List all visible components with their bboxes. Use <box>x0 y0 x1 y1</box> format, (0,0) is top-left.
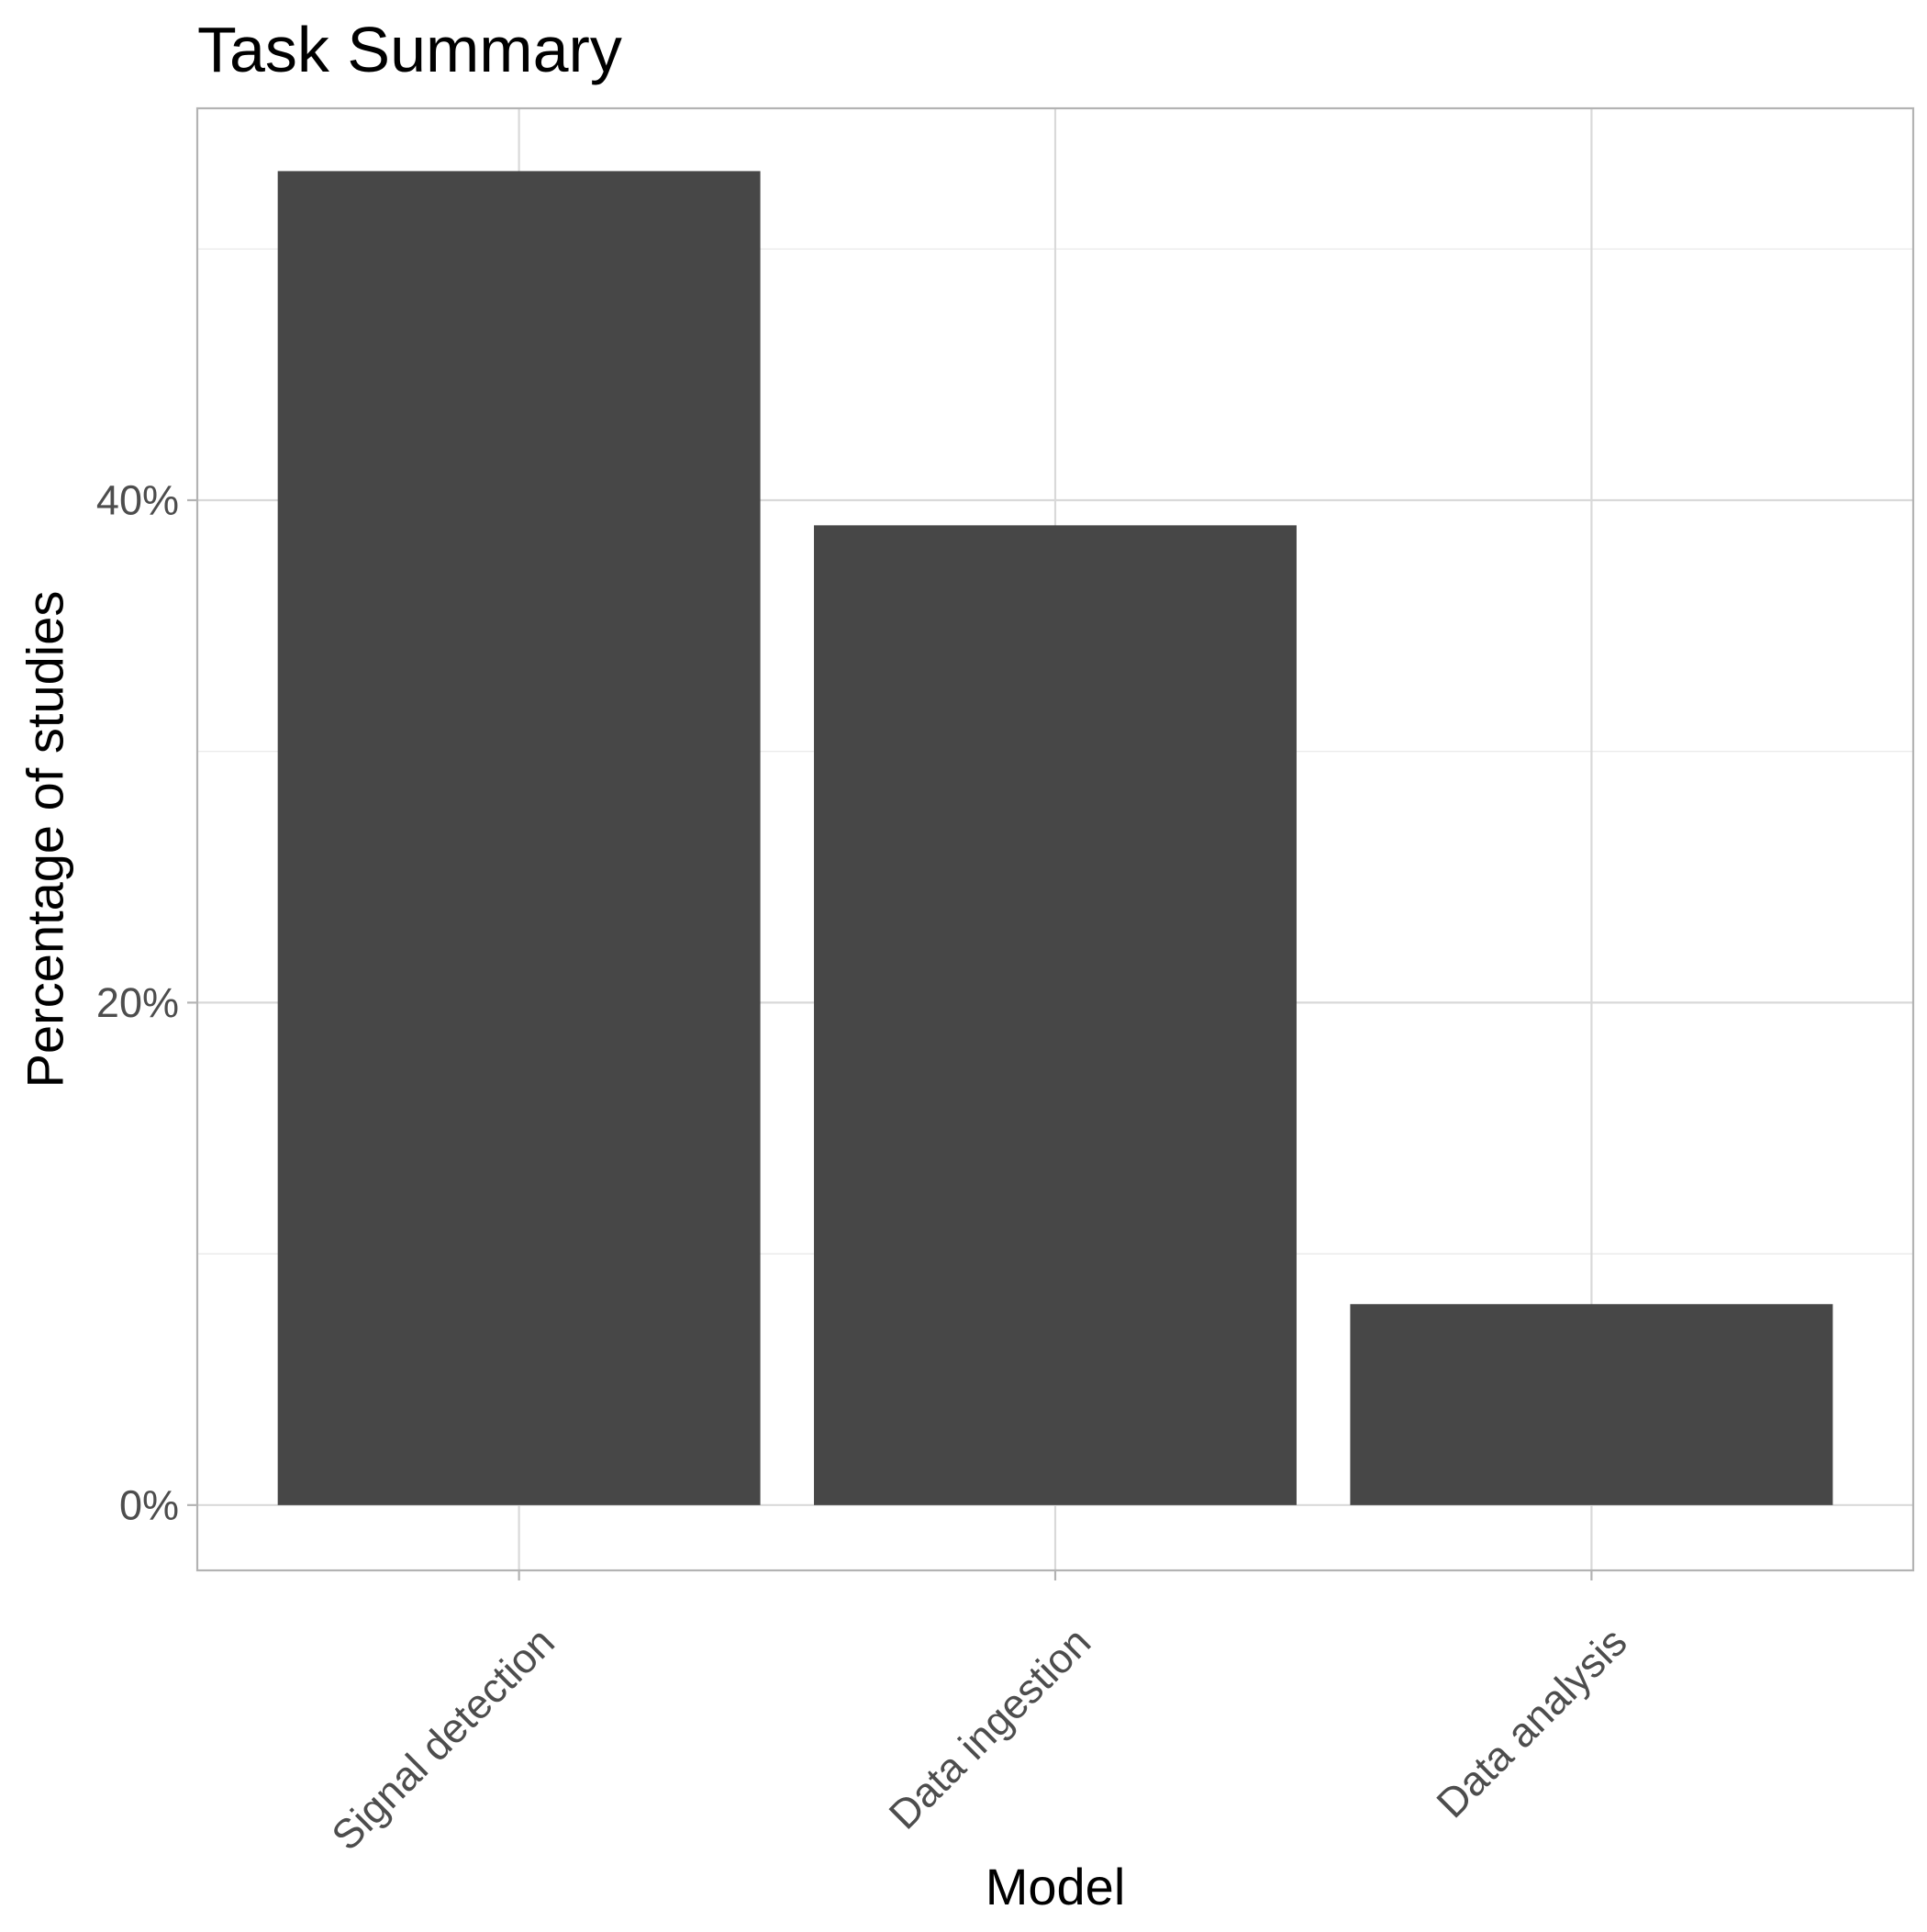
y-tick-label-1: 20% <box>96 979 179 1026</box>
y-tick-label-2: 40% <box>96 476 179 523</box>
x-tick-label-0: Signal detection <box>322 1618 563 1859</box>
bars <box>277 171 1833 1505</box>
x-tick-label-2: Data analysis <box>1428 1618 1636 1826</box>
x-axis-title: Model <box>986 1858 1126 1915</box>
bar-0 <box>277 171 761 1505</box>
y-axis-ticks: 0% 20% 40% <box>96 476 197 1528</box>
y-tick-label-0: 0% <box>119 1481 179 1528</box>
x-axis-ticks: Signal detection Data ingestion Data analy… <box>322 1570 1636 1859</box>
bar-2 <box>1350 1303 1833 1505</box>
y-axis-title: Percentage of studies <box>17 591 74 1089</box>
x-tick-label-1: Data ingestion <box>880 1618 1099 1837</box>
chart-title: Task Summary <box>197 14 622 85</box>
bar-1 <box>814 525 1297 1505</box>
